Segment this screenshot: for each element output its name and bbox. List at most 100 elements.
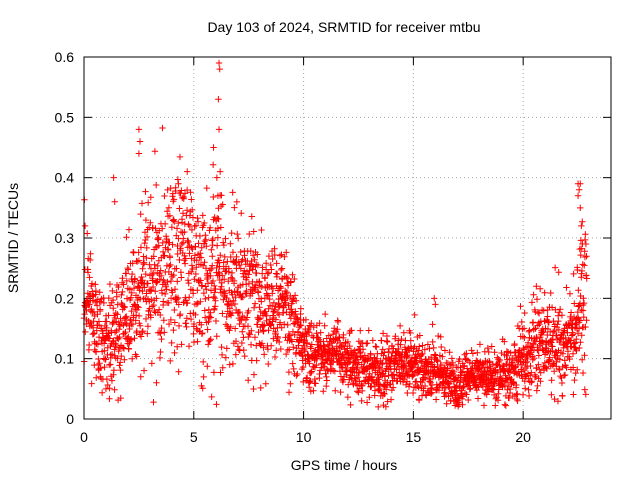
data-point (202, 295, 209, 303)
data-point (540, 328, 547, 336)
data-point (192, 270, 200, 278)
data-point (421, 346, 429, 353)
data-point (137, 210, 144, 218)
data-point (283, 274, 290, 281)
data-point (116, 362, 123, 369)
data-point (220, 276, 228, 283)
data-point (185, 294, 193, 301)
data-point (356, 343, 364, 350)
data-point (346, 327, 354, 335)
data-point (176, 205, 183, 212)
data-point (548, 391, 555, 398)
data-point (558, 379, 566, 387)
data-point (239, 328, 246, 335)
data-point (469, 350, 477, 357)
data-point (155, 306, 163, 313)
data-point (178, 341, 185, 348)
data-point (570, 391, 577, 398)
data-point (340, 331, 347, 339)
data-point (567, 337, 574, 344)
data-point (566, 355, 573, 363)
data-point (439, 353, 446, 360)
data-point (401, 362, 408, 369)
data-point (247, 247, 254, 255)
data-point (308, 341, 316, 348)
data-point (577, 180, 584, 187)
x-tick-label: 20 (515, 429, 531, 445)
data-point (210, 193, 217, 201)
data-point (535, 361, 542, 368)
data-point (123, 295, 131, 302)
data-point (217, 224, 225, 231)
data-point (316, 370, 323, 378)
data-point (172, 184, 179, 191)
data-point (193, 325, 200, 332)
data-point (276, 319, 284, 326)
data-point (127, 294, 135, 301)
data-point (556, 306, 564, 313)
data-point (418, 351, 425, 358)
data-point (575, 287, 582, 294)
data-point (183, 323, 190, 331)
data-point (484, 344, 492, 352)
data-point (250, 228, 257, 235)
data-point (138, 329, 146, 336)
data-point (526, 327, 533, 334)
data-point (573, 347, 580, 354)
data-point (410, 371, 417, 379)
data-point (548, 377, 555, 384)
data-point (564, 340, 571, 347)
data-point (543, 365, 551, 372)
data-point (458, 369, 465, 376)
data-point (568, 332, 576, 339)
data-point (579, 261, 586, 268)
data-point (174, 294, 182, 302)
data-point (225, 278, 232, 285)
data-point (245, 307, 252, 315)
data-point (554, 398, 562, 405)
data-point (209, 253, 216, 260)
data-point (426, 345, 433, 352)
data-point (94, 341, 102, 348)
data-point (241, 252, 248, 259)
data-point (192, 222, 200, 229)
y-tick-label: 0.4 (55, 170, 75, 186)
data-point (152, 181, 160, 189)
data-point (155, 234, 162, 241)
data-point (560, 372, 568, 379)
data-point (231, 325, 239, 332)
data-point (333, 348, 341, 355)
data-point (533, 335, 541, 342)
data-point (287, 380, 294, 387)
data-point (432, 301, 439, 308)
data-point (192, 311, 199, 319)
data-point (101, 347, 108, 354)
data-point (218, 351, 226, 359)
data-point (118, 291, 125, 299)
data-point (572, 369, 579, 377)
data-point (528, 379, 535, 386)
data-point (430, 344, 437, 352)
data-point (265, 252, 273, 260)
data-point (231, 300, 239, 308)
data-point (503, 348, 511, 355)
data-point (251, 334, 259, 341)
data-point (530, 291, 537, 298)
data-point (168, 339, 175, 347)
data-point (556, 356, 564, 363)
data-point (267, 261, 274, 269)
data-point (106, 302, 114, 309)
data-point (406, 380, 414, 388)
data-point (284, 321, 291, 329)
data-point (97, 364, 104, 372)
data-point (250, 304, 258, 311)
data-point (560, 344, 567, 352)
data-point (535, 347, 542, 354)
data-point (376, 385, 383, 393)
data-point (278, 265, 286, 272)
data-point (416, 343, 423, 350)
data-point (84, 269, 92, 276)
data-point (281, 253, 288, 261)
data-point (463, 350, 470, 357)
data-point (372, 343, 379, 350)
